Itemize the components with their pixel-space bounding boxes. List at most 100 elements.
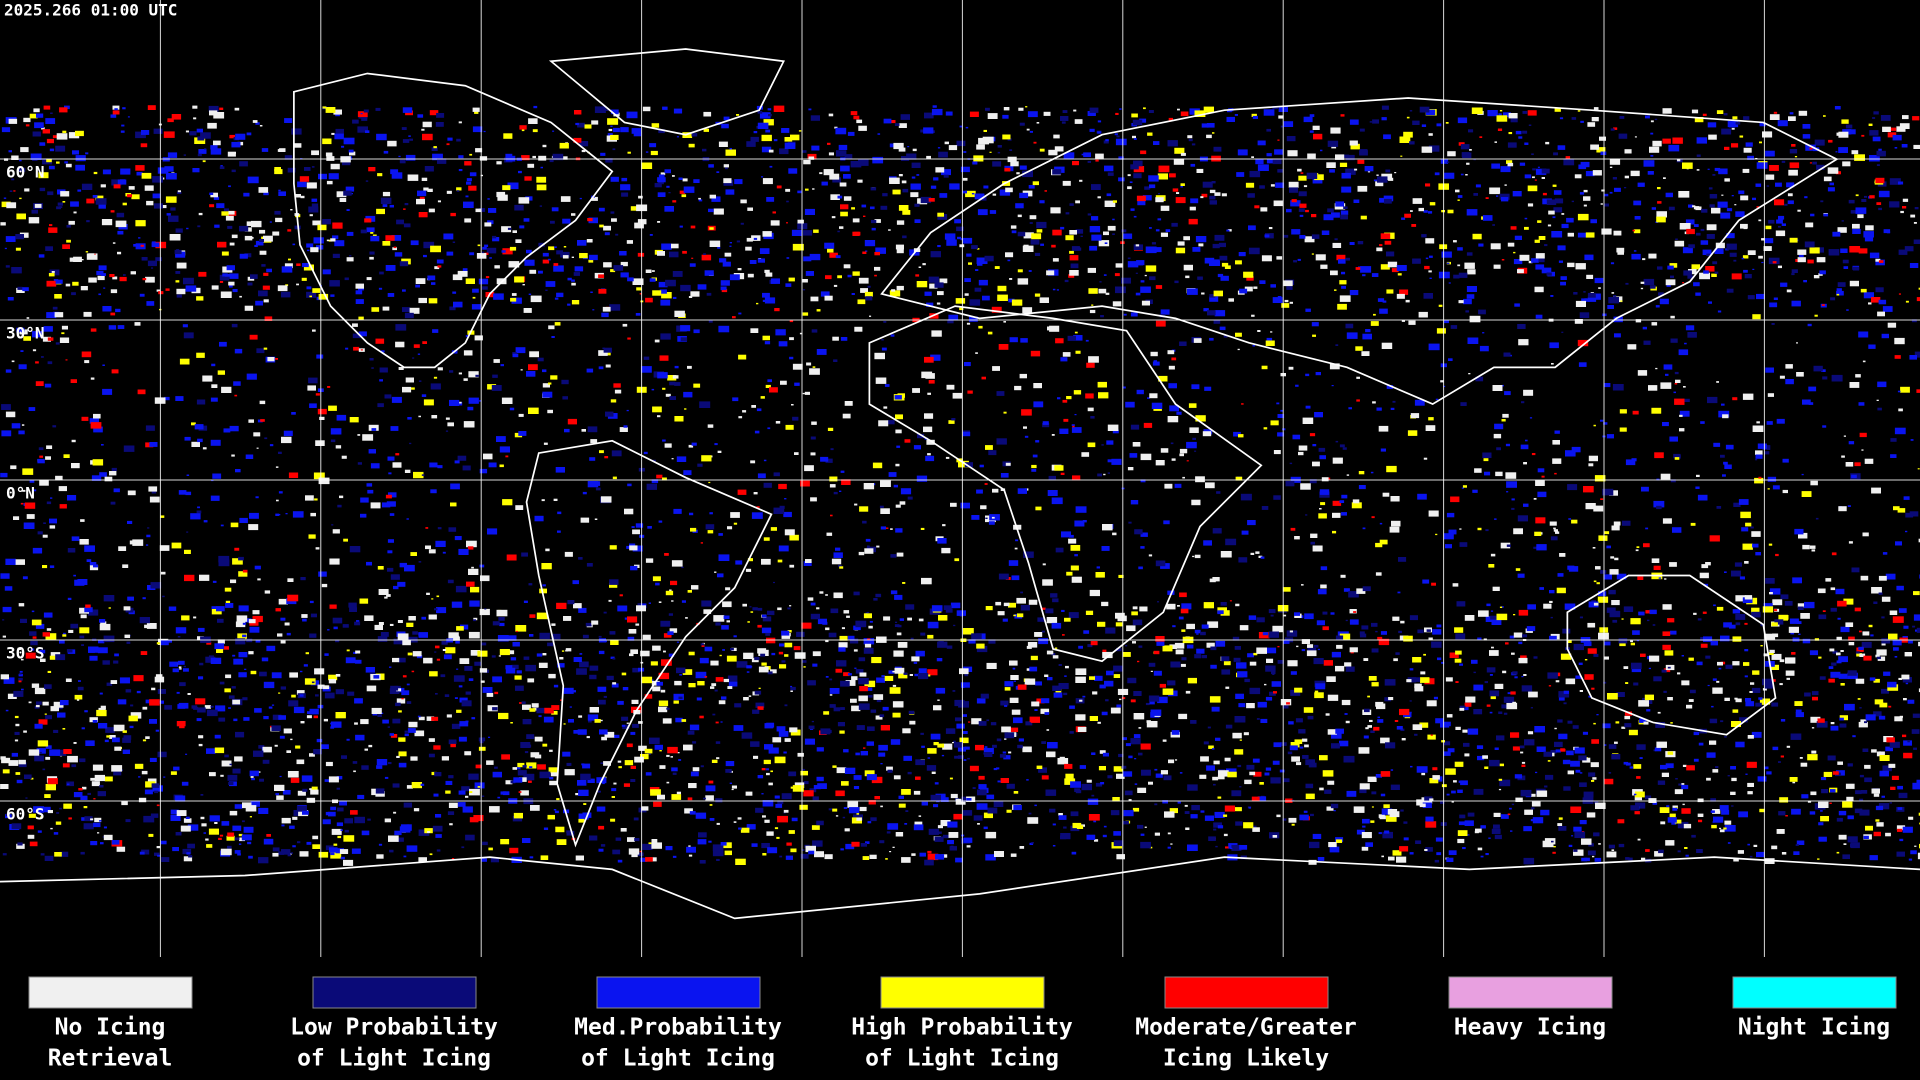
icing-pixel [1383, 134, 1391, 140]
icing-pixel [1162, 739, 1167, 742]
icing-pixel [1362, 586, 1371, 592]
icing-pixel [1567, 262, 1575, 268]
icing-pixel [1873, 831, 1881, 837]
icing-pixel [971, 245, 978, 250]
icing-pixel [1496, 195, 1499, 197]
icing-pixel [238, 672, 247, 678]
icing-pixel [838, 642, 848, 648]
icing-pixel [1385, 169, 1391, 173]
icing-pixel [1098, 288, 1107, 294]
icing-pixel [1223, 661, 1231, 666]
icing-pixel [1133, 215, 1137, 218]
icing-pixel [708, 481, 711, 484]
icing-pixel [520, 790, 529, 796]
icing-pixel [244, 227, 252, 232]
icing-pixel [204, 148, 207, 150]
icing-pixel [1648, 385, 1658, 391]
icing-pixel [1801, 491, 1812, 497]
icing-pixel [883, 406, 888, 409]
icing-pixel [1329, 846, 1340, 853]
icing-pixel [870, 817, 877, 822]
icing-pixel [797, 219, 804, 224]
icing-pixel [398, 367, 404, 370]
icing-pixel [1409, 110, 1413, 112]
icing-pixel [1150, 351, 1158, 357]
icing-pixel [1877, 381, 1887, 388]
icing-pixel [488, 847, 493, 851]
icing-pixel [542, 391, 553, 398]
icing-pixel [515, 347, 526, 354]
icing-pixel [466, 540, 477, 548]
icing-pixel [1202, 431, 1212, 437]
icing-pixel [1260, 556, 1265, 559]
icing-pixel [521, 155, 530, 161]
icing-pixel [1294, 536, 1300, 540]
icing-pixel [1876, 202, 1882, 205]
icing-pixel [1903, 698, 1907, 701]
icing-pixel [1468, 129, 1474, 133]
icing-pixel [1604, 531, 1610, 535]
icing-pixel [688, 296, 693, 298]
icing-pixel [1061, 531, 1071, 538]
icing-pixel [395, 453, 400, 456]
icing-pixel [832, 808, 838, 812]
icing-pixel [1608, 589, 1616, 595]
icing-pixel [1195, 415, 1206, 422]
icing-pixel [1593, 424, 1596, 427]
icing-pixel [391, 172, 403, 179]
icing-pixel [1692, 205, 1696, 208]
icing-pixel [1698, 819, 1703, 823]
icing-pixel [1425, 425, 1436, 431]
icing-pixel [1871, 487, 1881, 494]
icing-pixel [393, 246, 397, 249]
icing-pixel [104, 476, 113, 482]
icing-pixel [920, 196, 932, 204]
icing-pixel [297, 181, 307, 188]
icing-pixel [1677, 821, 1689, 829]
icing-pixel [801, 622, 812, 629]
icing-pixel [486, 692, 494, 697]
icing-pixel [958, 460, 969, 468]
icing-pixel [599, 224, 604, 228]
icing-pixel [1637, 576, 1644, 580]
icing-pixel [1029, 222, 1033, 224]
icing-pixel [183, 154, 186, 156]
icing-pixel [532, 129, 538, 133]
icing-pixel [258, 745, 265, 749]
icing-pixel [84, 710, 88, 713]
icing-pixel [499, 464, 504, 468]
icing-pixel [1350, 143, 1360, 150]
icing-pixel [1425, 109, 1436, 116]
icing-pixel [1507, 142, 1517, 148]
icing-pixel [1297, 168, 1302, 172]
icing-pixel [959, 244, 965, 248]
icing-pixel [483, 130, 486, 133]
icing-pixel [1780, 615, 1789, 620]
icing-pixel [763, 482, 772, 488]
icing-pixel [1224, 757, 1231, 762]
icing-pixel [1667, 697, 1673, 701]
icing-pixel [1244, 286, 1253, 292]
icing-pixel [578, 607, 587, 613]
icing-pixel [1136, 389, 1144, 395]
icing-pixel [888, 670, 895, 674]
icing-pixel [579, 253, 588, 259]
icing-pixel [141, 257, 148, 261]
icing-pixel [538, 155, 547, 161]
icing-pixel [660, 172, 666, 176]
icing-pixel [1069, 270, 1079, 276]
icing-pixel [889, 177, 900, 184]
icing-pixel [1019, 192, 1029, 199]
icing-pixel [1559, 117, 1564, 120]
icing-pixel [1305, 373, 1310, 377]
icing-pixel [484, 222, 492, 227]
icing-pixel [1902, 198, 1909, 202]
icing-pixel [1742, 597, 1753, 604]
icing-pixel [389, 204, 394, 208]
icing-pixel [521, 552, 528, 557]
icing-pixel [571, 213, 576, 216]
icing-pixel [802, 230, 813, 236]
icing-pixel [191, 422, 196, 426]
icing-pixel [1139, 606, 1148, 612]
icing-pixel [1771, 653, 1782, 660]
